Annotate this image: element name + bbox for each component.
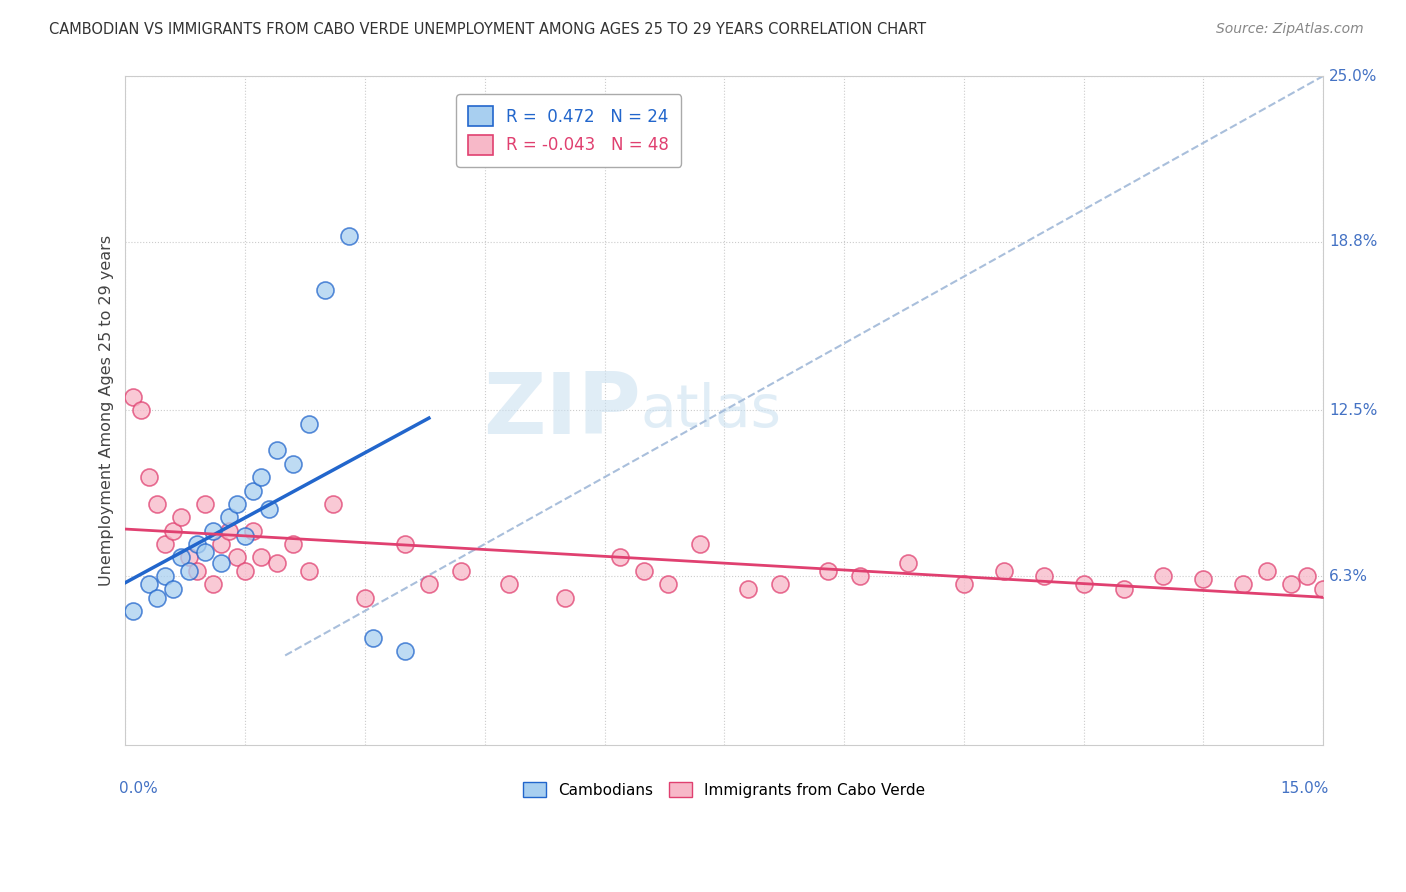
- Point: [209, 556, 232, 570]
- Point: [179, 564, 201, 578]
- Point: [138, 577, 160, 591]
- Point: [202, 577, 225, 591]
- Point: [1279, 577, 1302, 591]
- Point: [242, 483, 264, 498]
- Point: [186, 564, 208, 578]
- Point: [418, 577, 440, 591]
- Point: [450, 564, 472, 578]
- Point: [162, 524, 184, 538]
- Point: [554, 591, 576, 605]
- Point: [218, 524, 240, 538]
- Point: [657, 577, 679, 591]
- Point: [361, 631, 384, 645]
- Point: [226, 550, 249, 565]
- Point: [186, 537, 208, 551]
- Text: 25.0%: 25.0%: [1329, 69, 1378, 84]
- Point: [337, 229, 360, 244]
- Text: CAMBODIAN VS IMMIGRANTS FROM CABO VERDE UNEMPLOYMENT AMONG AGES 25 TO 29 YEARS C: CAMBODIAN VS IMMIGRANTS FROM CABO VERDE …: [49, 22, 927, 37]
- Point: [250, 470, 273, 484]
- Point: [281, 537, 304, 551]
- Point: [354, 591, 377, 605]
- Point: [1032, 569, 1054, 583]
- Point: [233, 529, 256, 543]
- Point: [257, 502, 280, 516]
- Point: [322, 497, 344, 511]
- Point: [1312, 582, 1334, 597]
- Point: [633, 564, 655, 578]
- Point: [266, 443, 288, 458]
- Text: 6.3%: 6.3%: [1329, 568, 1368, 583]
- Point: [394, 537, 416, 551]
- Text: 12.5%: 12.5%: [1329, 403, 1378, 417]
- Point: [1256, 564, 1278, 578]
- Point: [162, 582, 184, 597]
- Point: [122, 604, 145, 618]
- Point: [498, 577, 520, 591]
- Point: [242, 524, 264, 538]
- Point: [131, 403, 153, 417]
- Text: 0.0%: 0.0%: [120, 781, 159, 797]
- Point: [769, 577, 792, 591]
- Point: [202, 524, 225, 538]
- Point: [1112, 582, 1135, 597]
- Point: [194, 545, 217, 559]
- Point: [155, 569, 177, 583]
- Point: [394, 644, 416, 658]
- Point: [298, 417, 321, 431]
- Point: [233, 564, 256, 578]
- Point: [1232, 577, 1254, 591]
- Point: [179, 550, 201, 565]
- Point: [897, 556, 920, 570]
- Text: 15.0%: 15.0%: [1281, 781, 1329, 797]
- Point: [194, 497, 217, 511]
- Point: [1073, 577, 1095, 591]
- Point: [1192, 572, 1215, 586]
- Point: [737, 582, 759, 597]
- Point: [266, 556, 288, 570]
- Point: [146, 497, 169, 511]
- Text: ZIP: ZIP: [482, 368, 641, 452]
- Point: [170, 550, 193, 565]
- Point: [281, 457, 304, 471]
- Point: [1296, 569, 1319, 583]
- Point: [689, 537, 711, 551]
- Text: Source: ZipAtlas.com: Source: ZipAtlas.com: [1216, 22, 1364, 37]
- Point: [250, 550, 273, 565]
- Point: [298, 564, 321, 578]
- Point: [226, 497, 249, 511]
- Point: [817, 564, 839, 578]
- Point: [146, 591, 169, 605]
- Point: [209, 537, 232, 551]
- Point: [993, 564, 1015, 578]
- Point: [138, 470, 160, 484]
- Text: 18.8%: 18.8%: [1329, 235, 1378, 250]
- Point: [314, 283, 336, 297]
- Point: [218, 510, 240, 524]
- Point: [609, 550, 631, 565]
- Y-axis label: Unemployment Among Ages 25 to 29 years: Unemployment Among Ages 25 to 29 years: [100, 235, 114, 586]
- Point: [170, 510, 193, 524]
- Point: [849, 569, 872, 583]
- Point: [155, 537, 177, 551]
- Point: [953, 577, 976, 591]
- Point: [1152, 569, 1174, 583]
- Legend: Cambodians, Immigrants from Cabo Verde: Cambodians, Immigrants from Cabo Verde: [517, 776, 931, 804]
- Point: [122, 390, 145, 404]
- Text: atlas: atlas: [641, 382, 782, 439]
